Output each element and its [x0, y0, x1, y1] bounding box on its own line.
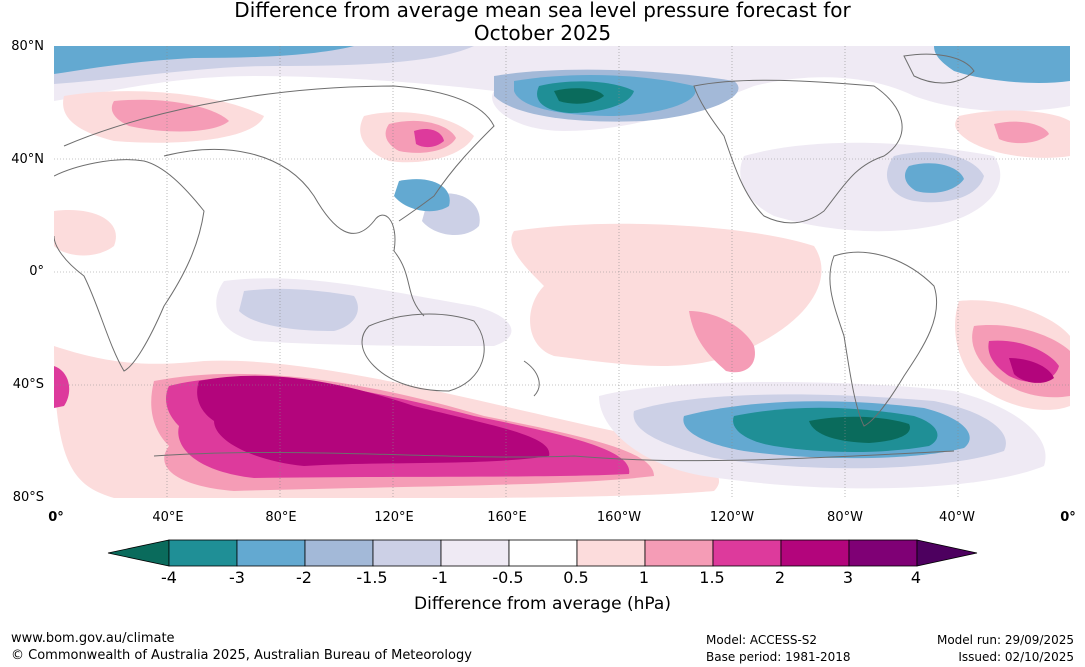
- coastline-greenland: [903, 53, 975, 84]
- lon-label-0-left: 0°: [48, 510, 64, 525]
- lon-label-120w: 120°W: [709, 510, 755, 525]
- legend-tick: 3: [842, 568, 854, 587]
- east-asia-low-anomaly: [394, 179, 450, 212]
- footer-model: Model: ACCESS-S2: [706, 633, 818, 647]
- legend-tick: -4: [161, 568, 177, 587]
- legend-tick: 0.5: [563, 568, 589, 587]
- lat-label-40n: 40°N: [11, 152, 44, 167]
- footer-base-period: Base period: 1981-2018: [706, 650, 851, 664]
- legend-tick: -3: [229, 568, 245, 587]
- north-pacific-low-anomaly: [54, 46, 1070, 131]
- coastline-australia: [361, 313, 485, 392]
- legend-tick: 4: [910, 568, 922, 587]
- eurasia-high-anomaly: [111, 99, 229, 132]
- legend-swatch: [304, 539, 374, 567]
- west-edge-high-anomaly: [54, 366, 70, 408]
- legend-swatch-max-arrow: [916, 539, 978, 567]
- legend-tick: 1: [638, 568, 650, 587]
- lon-label-80w: 80°W: [827, 510, 863, 525]
- legend-swatch-min-arrow: [107, 539, 170, 567]
- lon-label-40e: 40°E: [152, 510, 184, 525]
- tropical-low-anomaly: [239, 288, 358, 331]
- coastline-north-america: [693, 79, 903, 224]
- coastlines: [54, 53, 975, 462]
- africa-high-anomaly: [54, 210, 116, 256]
- lon-label-40w: 40°W: [939, 510, 975, 525]
- legend-label: Difference from average (hPa): [414, 594, 671, 614]
- graticule: [54, 46, 1070, 498]
- footer-issued: Issued: 02/10/2025: [958, 650, 1074, 664]
- north-atlantic-high-anomaly: [994, 121, 1049, 144]
- lon-label-120e: 120°E: [374, 510, 414, 525]
- legend-swatch: [372, 539, 442, 567]
- mongolia-high-core: [414, 129, 444, 148]
- legend-tick: -1.5: [356, 568, 388, 587]
- legend-tick: -0.5: [492, 568, 524, 587]
- east-pacific-high-anomaly: [511, 223, 822, 373]
- coastline-south-america: [829, 251, 938, 427]
- legend-tick: 1.5: [699, 568, 725, 587]
- coastline-new-zealand: [523, 360, 540, 397]
- lon-label-0-right: 0°: [1060, 510, 1076, 525]
- legend-swatch: [168, 539, 238, 567]
- lon-label-80e: 80°E: [265, 510, 297, 525]
- lat-label-80s: 80°S: [12, 490, 44, 505]
- legend-swatch: [508, 539, 578, 567]
- coastline-eurasia: [63, 85, 495, 222]
- legend-tick: -1: [432, 568, 448, 587]
- lat-label-equator: 0°: [29, 264, 44, 279]
- south-atlantic-low-anomaly: [599, 381, 1046, 489]
- pressure-anomaly-map: [54, 46, 1070, 498]
- legend-swatch: [780, 539, 850, 567]
- footer-model-run: Model run: 29/09/2025: [936, 633, 1074, 647]
- north-atlantic-low-anomaly: [740, 142, 1001, 232]
- legend-swatch: [440, 539, 510, 567]
- coastline-africa: [54, 159, 205, 372]
- footer-website[interactable]: www.bom.gov.au/climate: [11, 631, 175, 646]
- coastline-south-asia: [163, 148, 425, 317]
- footer-copyright: © Commonwealth of Australia 2025, Austra…: [11, 648, 472, 663]
- legend-swatch: [712, 539, 782, 567]
- map-title-line1: Difference from average mean sea level p…: [234, 0, 851, 22]
- lat-label-80n: 80°N: [11, 39, 44, 54]
- lon-label-160e: 160°E: [487, 510, 527, 525]
- map-title-line2: October 2025: [473, 21, 612, 45]
- legend-swatch: [236, 539, 306, 567]
- legend-swatch: [576, 539, 646, 567]
- legend-tick: -2: [296, 568, 312, 587]
- south-atlantic-high-anomaly: [955, 300, 1070, 410]
- lat-label-40s: 40°S: [12, 377, 44, 392]
- legend-tick: 2: [774, 568, 786, 587]
- coastline-antarctica: [153, 450, 955, 462]
- legend-swatch: [644, 539, 714, 567]
- lon-label-160w: 160°W: [596, 510, 642, 525]
- legend-swatch: [848, 539, 918, 567]
